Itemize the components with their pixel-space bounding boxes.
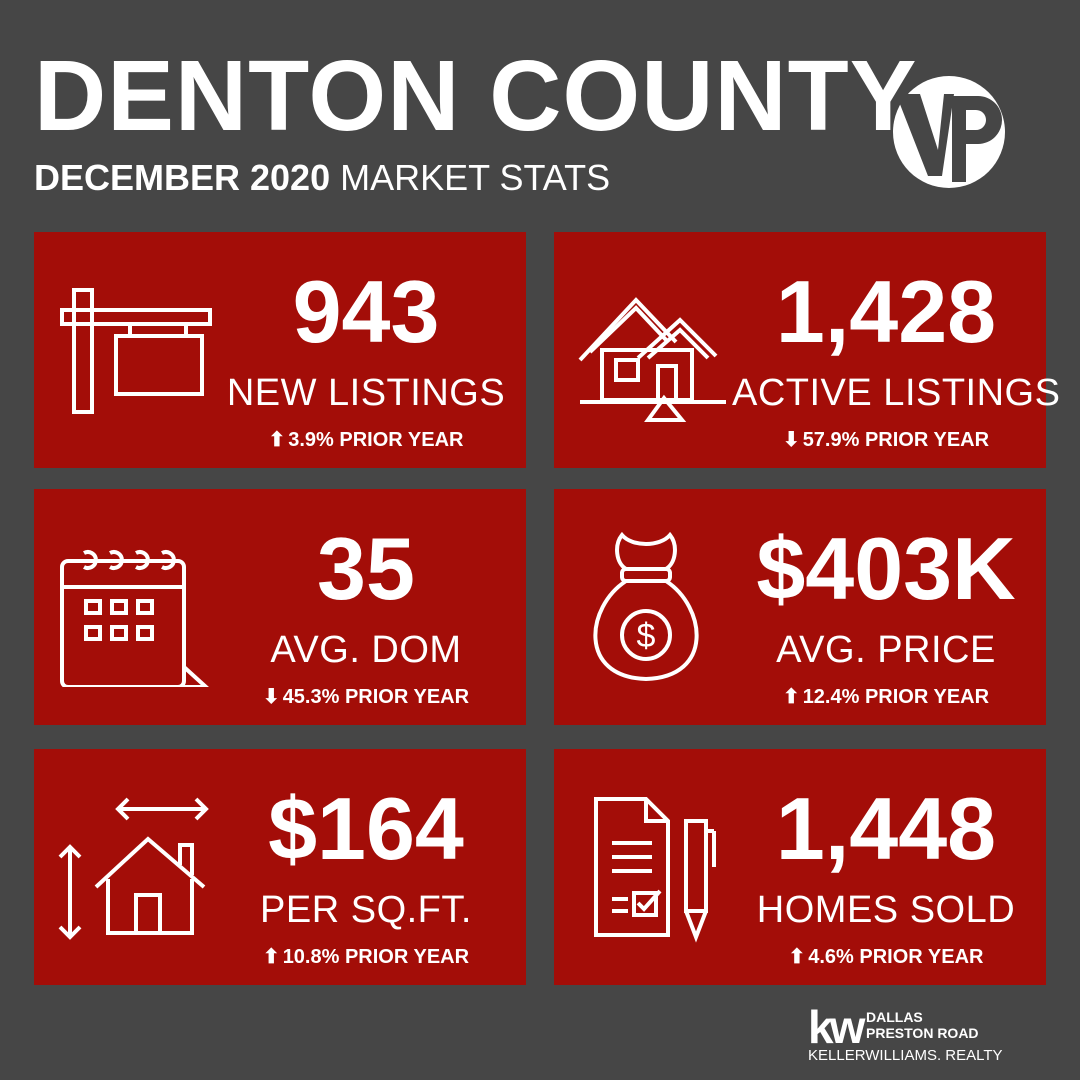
page-title: DENTON COUNTY (34, 40, 918, 152)
page-subtitle: DECEMBER 2020 MARKET STATS (34, 160, 610, 196)
kw-mark: kw (808, 1001, 865, 1053)
vp-logo (886, 76, 1012, 188)
calendar-icon (56, 527, 216, 689)
svg-text:$: $ (637, 617, 656, 655)
kw-office-line1: DALLAS (866, 1009, 923, 1025)
stat-change: ⬆ 12.4% PRIOR YEAR (782, 686, 990, 708)
keller-williams-logo: kw DALLAS PRESTON ROAD KELLERWILLIAMS. R… (798, 1000, 1038, 1064)
for-sale-sign-icon (56, 270, 216, 430)
stat-label: HOMES SOLD (756, 889, 1016, 931)
stat-value: 1,448 (775, 779, 997, 878)
contract-pen-icon (576, 787, 736, 947)
stat-change: ⬇ 45.3% PRIOR YEAR (262, 686, 470, 708)
stat-change: ⬆ 10.8% PRIOR YEAR (262, 946, 470, 968)
stat-card-new-listings: 943 NEW LISTINGS ⬆ 3.9% PRIOR YEAR (34, 232, 526, 468)
kw-brand-name: KELLERWILLIAMS. REALTY (808, 1047, 1003, 1064)
stat-label: PER SQ.FT. (260, 889, 472, 931)
arrow-up-icon: ⬆ (788, 946, 806, 968)
stat-value: 943 (292, 262, 440, 361)
house-icon (576, 270, 736, 430)
money-bag-icon: $ (576, 527, 736, 687)
arrow-up-icon: ⬆ (782, 686, 800, 708)
subtitle-date: DECEMBER 2020 (34, 157, 331, 198)
stat-label: AVG. DOM (270, 629, 462, 671)
subtitle-rest: MARKET STATS (330, 157, 611, 198)
stat-change: ⬆ 3.9% PRIOR YEAR (268, 429, 464, 451)
kw-office-line2: PRESTON ROAD (866, 1025, 979, 1041)
arrow-down-icon: ⬇ (782, 429, 800, 451)
stat-card-avg-dom: 35 AVG. DOM ⬇ 45.3% PRIOR YEAR (34, 489, 526, 725)
arrow-up-icon: ⬆ (262, 946, 280, 968)
arrow-down-icon: ⬇ (262, 686, 280, 708)
stat-value: 35 (317, 519, 415, 618)
stat-card-per-sqft: $164 PER SQ.FT. ⬆ 10.8% PRIOR YEAR (34, 749, 526, 985)
stat-value: 1,428 (775, 262, 997, 361)
stat-label: NEW LISTINGS (226, 372, 506, 414)
arrow-up-icon: ⬆ (268, 429, 286, 451)
stat-label: AVG. PRICE (776, 629, 996, 671)
house-dimensions-icon (56, 787, 216, 947)
stat-card-avg-price: $ $403K AVG. PRICE ⬆ 12.4% PRIOR YEAR (554, 489, 1046, 725)
stat-value: $403K (756, 519, 1016, 618)
stat-value: $164 (268, 779, 464, 878)
stat-card-homes-sold: 1,448 HOMES SOLD ⬆ 4.6% PRIOR YEAR (554, 749, 1046, 985)
stat-card-active-listings: 1,428 ACTIVE LISTINGS ⬇ 57.9% PRIOR YEAR (554, 232, 1061, 468)
stat-change: ⬆ 4.6% PRIOR YEAR (788, 946, 984, 968)
stat-label: ACTIVE LISTINGS (732, 372, 1061, 414)
stat-change: ⬇ 57.9% PRIOR YEAR (782, 429, 990, 451)
